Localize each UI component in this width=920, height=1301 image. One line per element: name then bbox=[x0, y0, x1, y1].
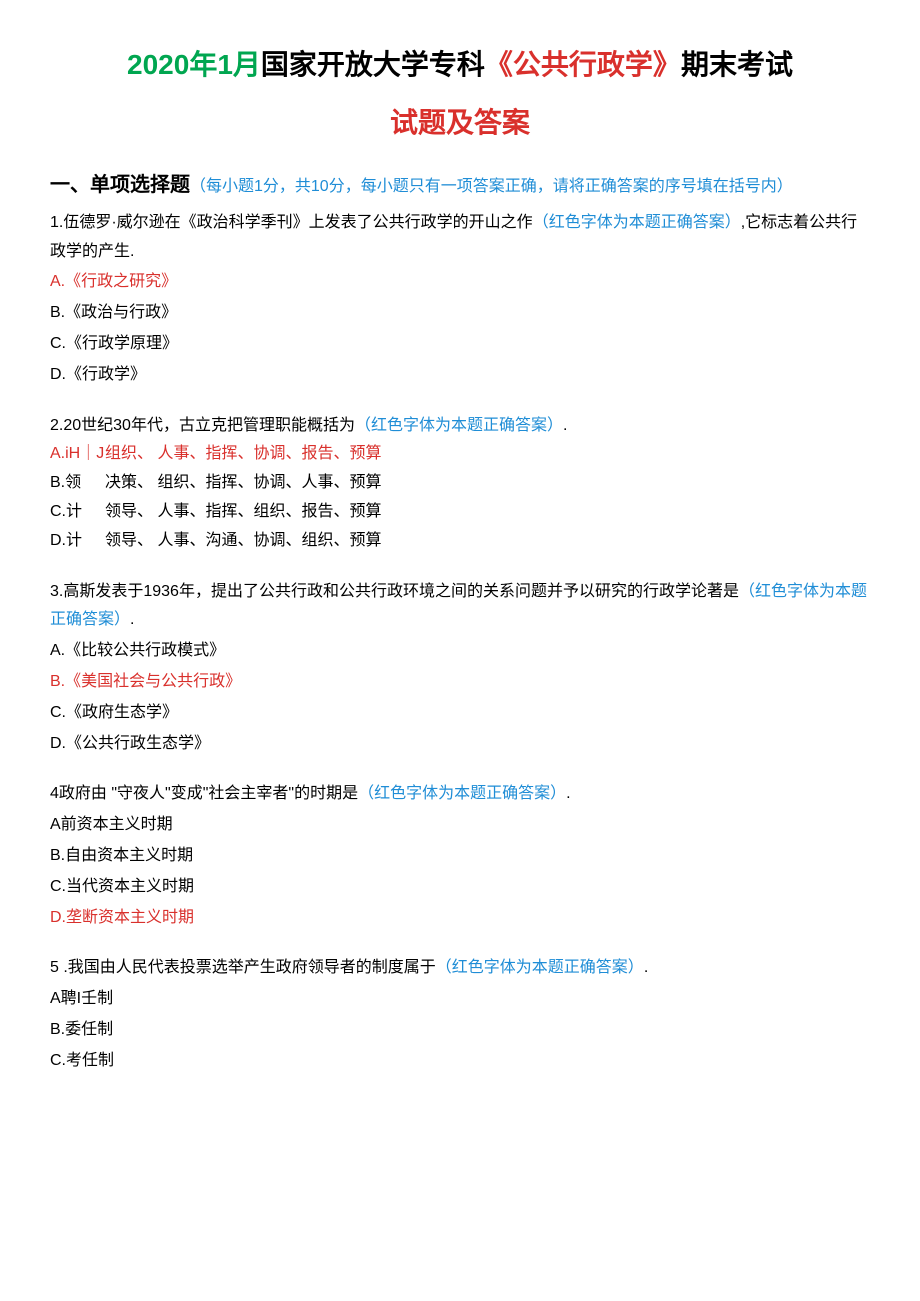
q3-post: . bbox=[130, 611, 134, 628]
q3-option-b: B.《美国社会与公共行政》 bbox=[50, 668, 870, 697]
main-title: 2020年1月国家开放大学专科《公共行政学》期末考试 bbox=[50, 40, 870, 90]
question-5: 5 .我国由人民代表投票选举产生政府领导者的制度属于（红色字体为本题正确答案）.… bbox=[50, 954, 870, 1075]
q2-option-a: A.iH｜J 组织、 人事、指挥、协调、报告、预算 bbox=[50, 440, 870, 469]
q5-pre: 5 .我国由人民代表投票选举产生政府领导者的制度属于 bbox=[50, 959, 436, 976]
q3-option-c: C.《政府生态学》 bbox=[50, 699, 870, 728]
q2-post: . bbox=[563, 417, 567, 434]
q1-option-c: C.《行政学原理》 bbox=[50, 330, 870, 359]
question-4-text: 4政府由 "守夜人"变成"社会主宰者"的时期是（红色字体为本题正确答案）. bbox=[50, 780, 870, 809]
q4-option-b: B.自由资本主义时期 bbox=[50, 842, 870, 871]
question-4: 4政府由 "守夜人"变成"社会主宰者"的时期是（红色字体为本题正确答案）. A前… bbox=[50, 780, 870, 932]
q1-option-d: D.《行政学》 bbox=[50, 361, 870, 390]
title-course: 《公共行政学》 bbox=[485, 49, 681, 80]
q4-post: . bbox=[566, 785, 570, 802]
q4-option-d: D.垄断资本主义时期 bbox=[50, 904, 870, 933]
question-5-text: 5 .我国由人民代表投票选举产生政府领导者的制度属于（红色字体为本题正确答案）. bbox=[50, 954, 870, 983]
q3-pre: 3.高斯发表于1936年，提出了公共行政和公共行政环境之间的关系问题并予以研究的… bbox=[50, 583, 739, 600]
q2-option-b: B.领 决策、 组织、指挥、协调、人事、预算 bbox=[50, 469, 870, 498]
question-3: 3.高斯发表于1936年，提出了公共行政和公共行政环境之间的关系问题并予以研究的… bbox=[50, 578, 870, 759]
q2-pre: 2.20世纪30年代，古立克把管理职能概括为 bbox=[50, 417, 355, 434]
q2-b-left: B.领 bbox=[50, 469, 105, 498]
q4-hint: （红色字体为本题正确答案） bbox=[358, 785, 566, 802]
q5-hint: （红色字体为本题正确答案） bbox=[436, 959, 644, 976]
q2-option-c: C.计 领导、 人事、指挥、组织、报告、预算 bbox=[50, 498, 870, 527]
sub-title: 试题及答案 bbox=[50, 98, 870, 148]
q1-option-a: A.《行政之研究》 bbox=[50, 268, 870, 297]
q4-pre: 4政府由 "守夜人"变成"社会主宰者"的时期是 bbox=[50, 785, 358, 802]
q1-option-b: B.《政治与行政》 bbox=[50, 299, 870, 328]
q1-hint: （红色字体为本题正确答案） bbox=[533, 214, 741, 231]
question-1-text: 1.伍德罗·威尔逊在《政治科学季刊》上发表了公共行政学的开山之作（红色字体为本题… bbox=[50, 209, 870, 267]
q3-option-a: A.《比较公共行政模式》 bbox=[50, 637, 870, 666]
question-1: 1.伍德罗·威尔逊在《政治科学季刊》上发表了公共行政学的开山之作（红色字体为本题… bbox=[50, 209, 870, 390]
q4-option-a: A前资本主义时期 bbox=[50, 811, 870, 840]
title-year: 2020年1月 bbox=[127, 49, 261, 80]
q2-c-right: 领导、 人事、指挥、组织、报告、预算 bbox=[105, 498, 381, 527]
question-3-text: 3.高斯发表于1936年，提出了公共行政和公共行政环境之间的关系问题并予以研究的… bbox=[50, 578, 870, 636]
q1-pre: 1.伍德罗·威尔逊在《政治科学季刊》上发表了公共行政学的开山之作 bbox=[50, 214, 533, 231]
q2-b-right: 决策、 组织、指挥、协调、人事、预算 bbox=[105, 469, 381, 498]
q2-a-right: 组织、 人事、指挥、协调、报告、预算 bbox=[105, 440, 381, 469]
section-1-number: 一、单项选择题 bbox=[50, 174, 190, 196]
q4-option-c: C.当代资本主义时期 bbox=[50, 873, 870, 902]
q2-c-left: C.计 bbox=[50, 498, 105, 527]
q2-d-left: D.计 bbox=[50, 527, 105, 556]
question-2-text: 2.20世纪30年代，古立克把管理职能概括为（红色字体为本题正确答案）. bbox=[50, 412, 870, 441]
section-1-heading: 一、单项选择题（每小题1分，共10分，每小题只有一项答案正确，请将正确答案的序号… bbox=[50, 167, 870, 203]
q5-option-c: C.考任制 bbox=[50, 1047, 870, 1076]
q2-option-d: D.计 领导、 人事、沟通、协调、组织、预算 bbox=[50, 527, 870, 556]
q2-d-right: 领导、 人事、沟通、协调、组织、预算 bbox=[105, 527, 381, 556]
q5-post: . bbox=[644, 959, 648, 976]
q5-option-a: A聘I壬制 bbox=[50, 985, 870, 1014]
title-school: 国家开放大学专科 bbox=[261, 49, 485, 80]
question-2: 2.20世纪30年代，古立克把管理职能概括为（红色字体为本题正确答案）. A.i… bbox=[50, 412, 870, 556]
q5-option-b: B.委任制 bbox=[50, 1016, 870, 1045]
section-1-note: （每小题1分，共10分，每小题只有一项答案正确，请将正确答案的序号填在括号内） bbox=[190, 178, 793, 195]
q2-a-left: A.iH｜J bbox=[50, 440, 105, 469]
q2-hint: （红色字体为本题正确答案） bbox=[355, 417, 563, 434]
q3-option-d: D.《公共行政生态学》 bbox=[50, 730, 870, 759]
title-exam: 期末考试 bbox=[681, 49, 793, 80]
